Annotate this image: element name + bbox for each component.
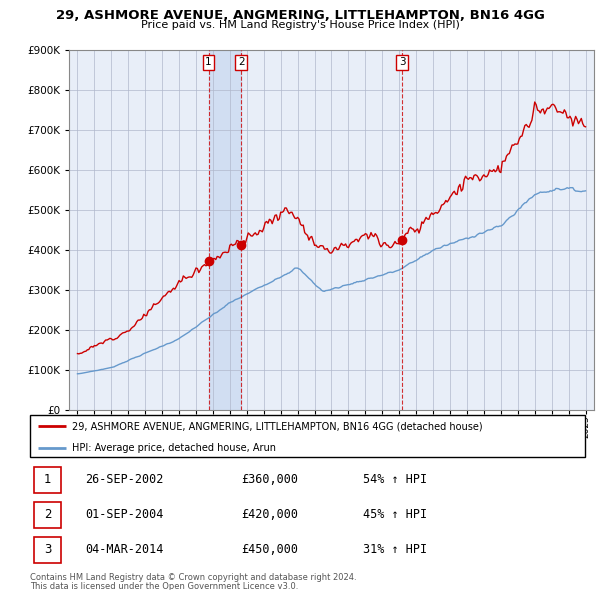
Text: Price paid vs. HM Land Registry's House Price Index (HPI): Price paid vs. HM Land Registry's House … [140,20,460,30]
Text: £360,000: £360,000 [241,473,298,486]
Text: 2: 2 [44,508,52,522]
Text: 26-SEP-2002: 26-SEP-2002 [86,473,164,486]
FancyBboxPatch shape [34,502,61,528]
Text: This data is licensed under the Open Government Licence v3.0.: This data is licensed under the Open Gov… [30,582,298,590]
Text: £450,000: £450,000 [241,543,298,556]
FancyBboxPatch shape [34,537,61,563]
Text: 04-MAR-2014: 04-MAR-2014 [86,543,164,556]
Text: 3: 3 [399,57,406,67]
Text: 3: 3 [44,543,52,556]
Text: 1: 1 [44,473,52,486]
Text: 54% ↑ HPI: 54% ↑ HPI [363,473,427,486]
Text: Contains HM Land Registry data © Crown copyright and database right 2024.: Contains HM Land Registry data © Crown c… [30,573,356,582]
Text: 29, ASHMORE AVENUE, ANGMERING, LITTLEHAMPTON, BN16 4GG (detached house): 29, ASHMORE AVENUE, ANGMERING, LITTLEHAM… [71,421,482,431]
Text: 31% ↑ HPI: 31% ↑ HPI [363,543,427,556]
Bar [209,50,241,410]
Text: 29, ASHMORE AVENUE, ANGMERING, LITTLEHAMPTON, BN16 4GG: 29, ASHMORE AVENUE, ANGMERING, LITTLEHAM… [56,9,544,22]
FancyBboxPatch shape [30,415,585,457]
FancyBboxPatch shape [34,467,61,493]
Text: £420,000: £420,000 [241,508,298,522]
Text: 1: 1 [205,57,212,67]
Text: 01-SEP-2004: 01-SEP-2004 [86,508,164,522]
Text: 45% ↑ HPI: 45% ↑ HPI [363,508,427,522]
Text: HPI: Average price, detached house, Arun: HPI: Average price, detached house, Arun [71,443,275,453]
Text: 2: 2 [238,57,245,67]
